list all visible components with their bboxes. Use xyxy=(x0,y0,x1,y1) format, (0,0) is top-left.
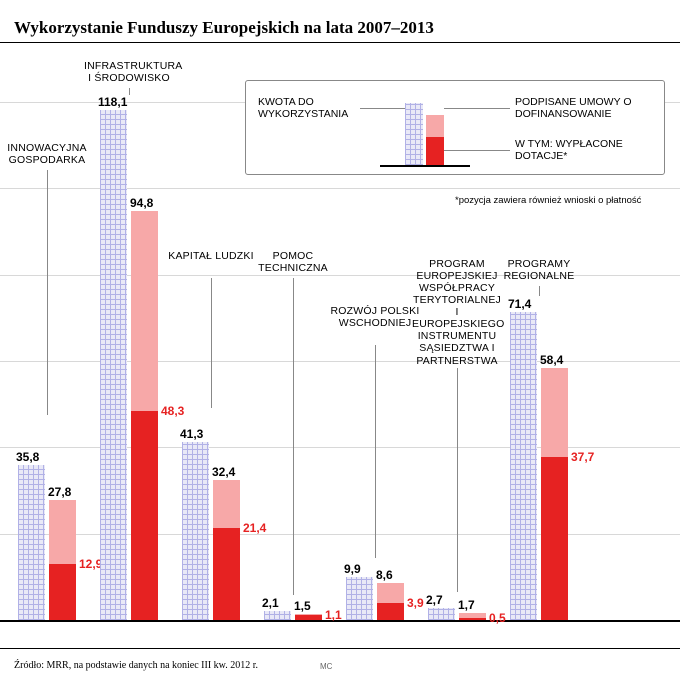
value-kwota: 41,3 xyxy=(180,427,203,441)
category-label: INNOWACYJNA GOSPODARKA xyxy=(2,142,92,166)
value-kwota: 71,4 xyxy=(508,297,531,311)
value-umowy: 58,4 xyxy=(540,353,563,367)
value-dotacje: 0,5 xyxy=(489,611,506,625)
pointer-line xyxy=(47,170,48,415)
bar-dotacje xyxy=(213,528,240,620)
pointer-line xyxy=(293,278,294,595)
value-umowy: 1,5 xyxy=(294,599,311,613)
value-umowy: 1,7 xyxy=(458,598,475,612)
source-text: Źródło: MRR, na podstawie danych na koni… xyxy=(14,660,258,671)
mc-credit: MC xyxy=(320,662,332,671)
legend-connector xyxy=(444,150,510,151)
title-underline xyxy=(0,42,680,43)
pointer-line xyxy=(539,286,540,296)
value-dotacje: 37,7 xyxy=(571,450,594,464)
category-label: PROGRAMY REGIONALNE xyxy=(494,258,584,282)
category-label: POMOC TECHNICZNA xyxy=(248,250,338,274)
value-kwota: 118,1 xyxy=(98,95,127,109)
value-umowy: 94,8 xyxy=(130,196,153,210)
value-kwota: 2,1 xyxy=(262,596,279,610)
category-label: ROZWÓJ POLSKI WSCHODNIEJ xyxy=(330,305,420,329)
chart-title: Wykorzystanie Funduszy Europejskich na l… xyxy=(14,18,434,38)
pointer-line xyxy=(129,88,130,95)
category-label: INFRASTRUKTURA I ŚRODOWISKO xyxy=(84,60,174,84)
legend-connector xyxy=(360,108,405,109)
bar-kwota xyxy=(182,442,209,620)
bar-kwota xyxy=(264,611,291,620)
bar-dotacje xyxy=(377,603,404,620)
bar-dotacje xyxy=(459,618,486,620)
category-label: KAPITAŁ LUDZKI xyxy=(166,250,256,262)
footer-rule xyxy=(0,648,680,649)
value-dotacje: 21,4 xyxy=(243,521,266,535)
legend-label: PODPISANE UMOWY O DOFINANSOWANIE xyxy=(515,96,655,120)
legend-label: W TYM: WYPŁACONE DOTACJE* xyxy=(515,138,655,162)
legend-baseline xyxy=(380,165,470,167)
bar-dotacje xyxy=(541,457,568,620)
footnote: *pozycja zawiera również wnioski o płatn… xyxy=(455,195,641,206)
legend-label: KWOTA DO WYKORZYSTANIA xyxy=(258,96,358,120)
legend-bar-dotacje xyxy=(426,137,444,165)
bar-kwota xyxy=(510,312,537,620)
value-umowy: 8,6 xyxy=(376,568,393,582)
bar-kwota xyxy=(346,577,373,620)
value-dotacje: 48,3 xyxy=(161,404,184,418)
bar-dotacje xyxy=(131,411,158,620)
bar-kwota xyxy=(428,608,455,620)
value-kwota: 2,7 xyxy=(426,593,443,607)
value-dotacje: 3,9 xyxy=(407,596,424,610)
value-kwota: 35,8 xyxy=(16,450,39,464)
value-umowy: 27,8 xyxy=(48,485,71,499)
pointer-line xyxy=(457,368,458,592)
bar-kwota xyxy=(100,110,127,620)
value-kwota: 9,9 xyxy=(344,562,361,576)
legend-bar-kwota xyxy=(405,103,423,165)
category-label: PROGRAM EUROPEJSKIEJ WSPÓŁPRACY TERYTORI… xyxy=(412,258,502,367)
pointer-line xyxy=(211,278,212,408)
bar-kwota xyxy=(18,465,45,620)
legend-connector xyxy=(444,108,510,109)
value-dotacje: 12,9 xyxy=(79,557,102,571)
pointer-line xyxy=(375,345,376,558)
value-dotacje: 1,1 xyxy=(325,608,342,622)
bar-dotacje xyxy=(49,564,76,620)
value-umowy: 32,4 xyxy=(212,465,235,479)
bar-dotacje xyxy=(295,615,322,620)
